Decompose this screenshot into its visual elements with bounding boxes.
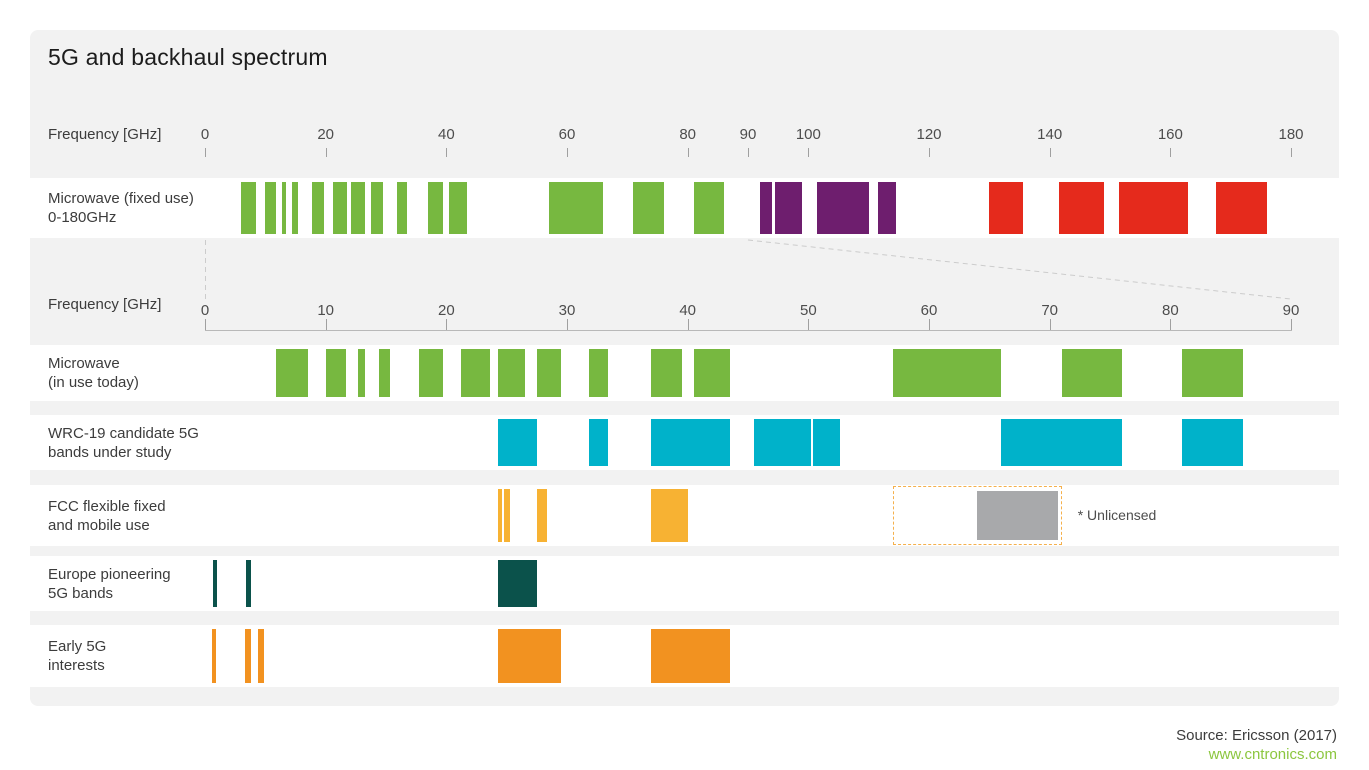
spectrum-band [396, 182, 407, 234]
row-wrc19-candidate-bands: WRC-19 candidate 5G bands under study [30, 415, 1339, 470]
row-label: Microwave (in use today) [48, 355, 139, 391]
bottom-axis-line [205, 330, 1292, 331]
spectrum-band [213, 560, 218, 607]
spectrum-band [332, 182, 348, 234]
spectrum-band [588, 419, 609, 466]
spectrum-band [693, 349, 730, 397]
spectrum-band [212, 629, 217, 683]
spectrum-band [693, 182, 724, 234]
spectrum-band [378, 349, 391, 397]
spectrum-band [497, 489, 502, 542]
spectrum-band [370, 182, 383, 234]
spectrum-band [1061, 349, 1123, 397]
unlicensed-band [977, 491, 1058, 540]
spectrum-band [258, 629, 265, 683]
spectrum-band [497, 560, 537, 607]
row-track [30, 178, 1339, 238]
spectrum-band [548, 182, 604, 234]
spectrum-band [989, 182, 1023, 234]
spectrum-band [311, 182, 324, 234]
spectrum-band [877, 182, 896, 234]
row-track [30, 415, 1339, 470]
row-microwave-fixed-use: Microwave (fixed use) 0-180GHz [30, 178, 1339, 238]
spectrum-band [651, 629, 730, 683]
row-label: Early 5G interests [48, 638, 107, 674]
row-track [30, 625, 1339, 687]
spectrum-band [536, 489, 548, 542]
spectrum-band [240, 182, 257, 234]
row-fcc-flexible-use: * Unlicensed FCC flexible fixed and mobi… [30, 485, 1339, 546]
spectrum-band [813, 419, 840, 466]
spectrum-band [651, 489, 688, 542]
spectrum-band [276, 349, 308, 397]
spectrum-band [497, 349, 525, 397]
spectrum-band [449, 182, 468, 234]
spectrum-band [1001, 419, 1123, 466]
spectrum-band [351, 182, 365, 234]
spectrum-band [536, 349, 561, 397]
spectrum-band [651, 349, 682, 397]
spectrum-band [754, 419, 811, 466]
bottom-axis-label: Frequency [GHz] [48, 296, 162, 313]
spectrum-band [817, 182, 869, 234]
spectrum-band [418, 349, 443, 397]
row-europe-pioneering-bands: Europe pioneering 5G bands [30, 556, 1339, 611]
source-credit: Source: Ericsson (2017) [1176, 727, 1337, 744]
spectrum-band [633, 182, 664, 234]
spectrum-band [497, 629, 561, 683]
spectrum-band [460, 349, 490, 397]
spectrum-band [775, 182, 803, 234]
spectrum-band [1182, 419, 1243, 466]
row-label: WRC-19 candidate 5G bands under study [48, 424, 199, 461]
chart-title: 5G and backhaul spectrum [48, 44, 328, 70]
row-label: Microwave (fixed use) 0-180GHz [48, 190, 194, 226]
row-track [30, 556, 1339, 611]
row-label: FCC flexible fixed and mobile use [48, 497, 166, 534]
spectrum-band [244, 629, 251, 683]
spectrum-band [281, 182, 286, 234]
row-track: * Unlicensed [30, 485, 1339, 546]
row-microwave-in-use-today: Microwave (in use today) [30, 345, 1339, 401]
spectrum-band [246, 560, 251, 607]
spectrum-band [503, 489, 510, 542]
spectrum-band [325, 349, 347, 397]
spectrum-band [588, 349, 609, 397]
spectrum-band [1182, 349, 1243, 397]
spectrum-band [651, 419, 730, 466]
row-early-5g-interests: Early 5G interests [30, 625, 1339, 687]
spectrum-band [1058, 182, 1104, 234]
spectrum-band [1119, 182, 1189, 234]
spectrum-band [1215, 182, 1267, 234]
row-label: Europe pioneering 5G bands [48, 565, 171, 602]
top-axis-label: Frequency [GHz] [48, 126, 162, 143]
row-track [30, 345, 1339, 401]
spectrum-band [265, 182, 276, 234]
spectrum-band [497, 419, 537, 466]
spectrum-band [291, 182, 298, 234]
spectrum-band [428, 182, 444, 234]
spectrum-band [892, 349, 1002, 397]
spectrum-band [760, 182, 773, 234]
watermark: www.cntronics.com [1208, 746, 1337, 763]
unlicensed-note: * Unlicensed [1077, 507, 1157, 523]
spectrum-band [358, 349, 365, 397]
